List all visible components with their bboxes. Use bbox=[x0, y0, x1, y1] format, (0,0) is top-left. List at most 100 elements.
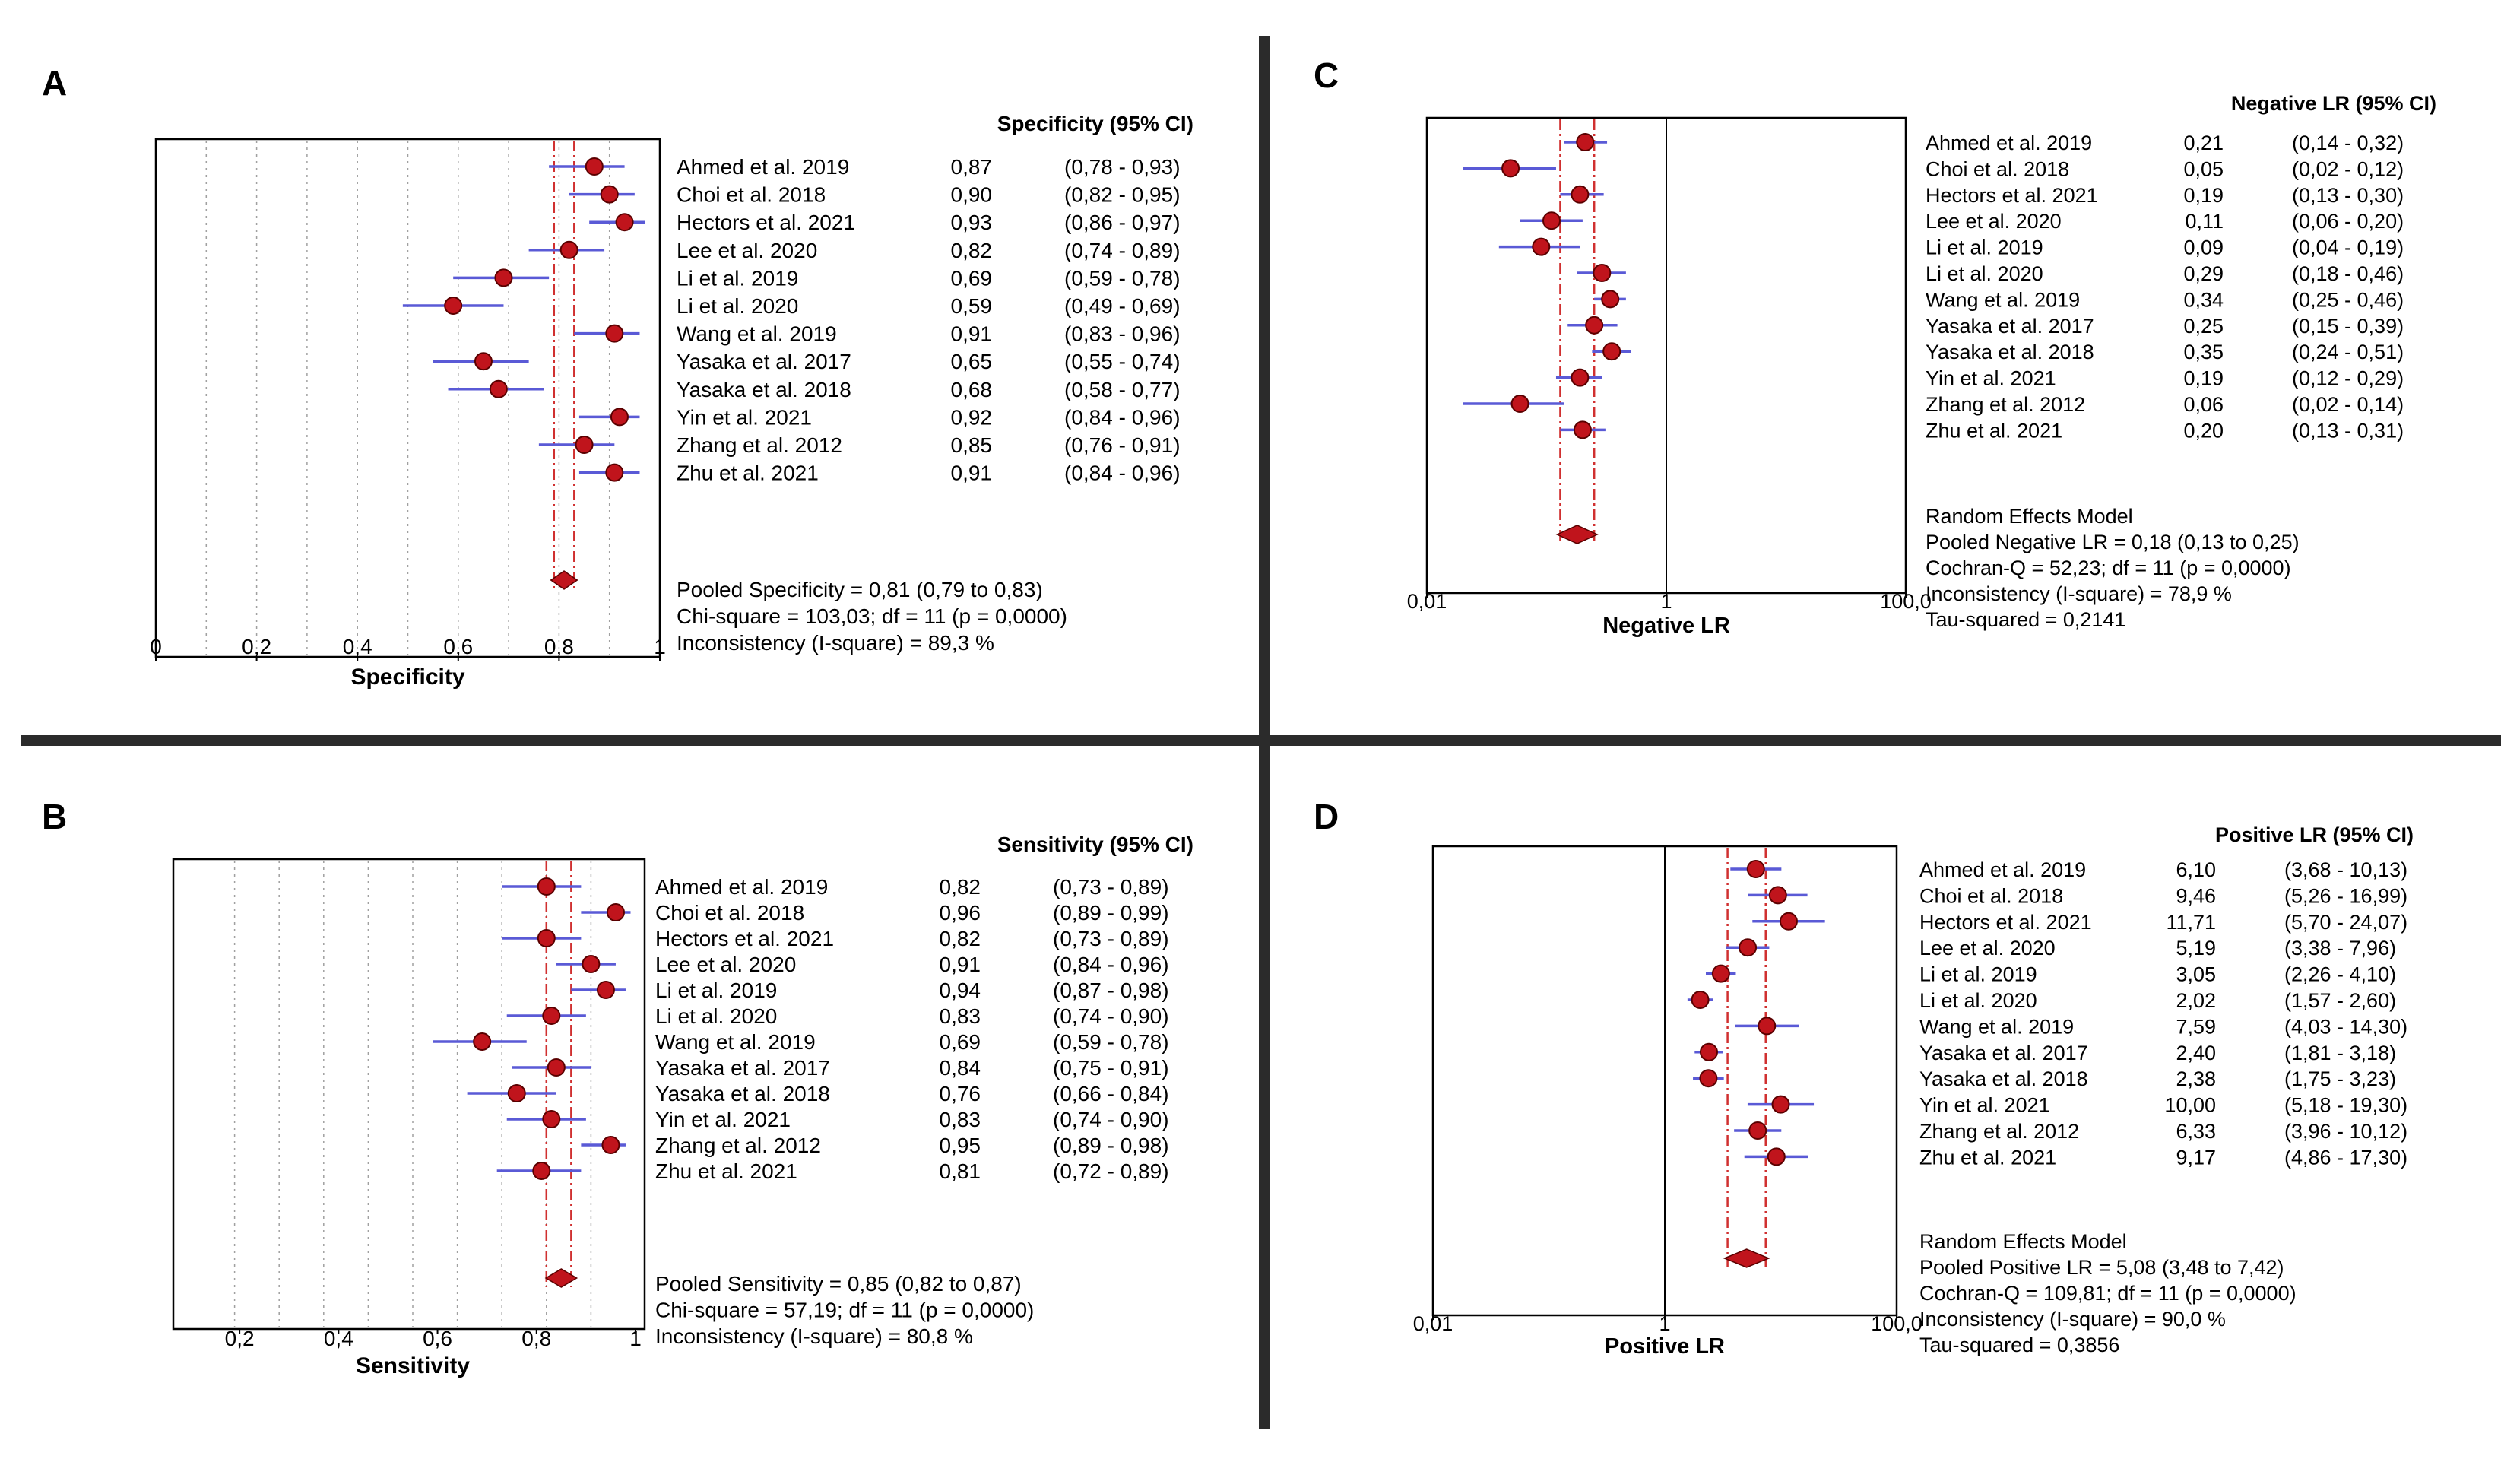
estimate-point bbox=[542, 1007, 561, 1025]
summary-line: Pooled Specificity = 0,81 (0,79 to 0,83) bbox=[677, 578, 1043, 601]
study-ci: (5,26 - 16,99) bbox=[2284, 884, 2407, 907]
study-ci: (0,74 - 0,89) bbox=[1064, 239, 1181, 262]
study-label: Zhu et al. 2021 bbox=[655, 1159, 797, 1183]
estimate-point bbox=[1501, 159, 1520, 178]
study-label: Wang et al. 2019 bbox=[1919, 1015, 2074, 1038]
study-ci: (0,75 - 0,91) bbox=[1053, 1056, 1169, 1080]
estimate-point bbox=[559, 240, 578, 259]
estimate-point bbox=[1767, 1147, 1786, 1166]
tick-label: 0,8 bbox=[544, 635, 574, 658]
study-label: Hectors et al. 2021 bbox=[655, 927, 834, 950]
study-label: Zhang et al. 2012 bbox=[655, 1134, 821, 1157]
study-ci: (0,13 - 0,31) bbox=[2292, 419, 2404, 442]
study-label: Choi et al. 2018 bbox=[655, 901, 804, 925]
estimate-point bbox=[1699, 1069, 1718, 1088]
tick-label: 0,4 bbox=[324, 1327, 353, 1350]
study-value: 0,96 bbox=[940, 901, 981, 925]
study-ci: (1,57 - 2,60) bbox=[2284, 989, 2396, 1012]
study-label: Yasaka et al. 2017 bbox=[1926, 315, 2094, 338]
estimate-point bbox=[1532, 237, 1551, 256]
summary-line: Random Effects Model bbox=[1926, 505, 2133, 528]
tick-label: 1 bbox=[654, 635, 666, 658]
study-value: 0,05 bbox=[2183, 157, 2224, 180]
summary-line: Inconsistency (I-square) = 80,8 % bbox=[655, 1324, 973, 1348]
estimate-point bbox=[1699, 1042, 1718, 1061]
study-value: 0,83 bbox=[940, 1004, 981, 1028]
study-value: 0,85 bbox=[951, 433, 993, 457]
study-value: 5,19 bbox=[2176, 937, 2216, 959]
study-ci: (3,68 - 10,13) bbox=[2284, 858, 2407, 881]
estimate-point bbox=[600, 185, 619, 204]
pooled-diamond bbox=[550, 570, 578, 590]
study-ci: (0,84 - 0,96) bbox=[1053, 953, 1169, 976]
study-label: Li et al. 2020 bbox=[655, 1004, 777, 1028]
study-label: Wang et al. 2019 bbox=[1926, 288, 2080, 311]
study-label: Yasaka et al. 2018 bbox=[655, 1082, 830, 1105]
summary-line: Pooled Sensitivity = 0,85 (0,82 to 0,87) bbox=[655, 1272, 1022, 1296]
tick-label: 0,6 bbox=[423, 1327, 452, 1350]
estimate-point bbox=[1542, 211, 1561, 230]
estimate-point bbox=[1739, 938, 1758, 957]
study-value: 0,87 bbox=[951, 155, 993, 179]
study-label: Yasaka et al. 2018 bbox=[1926, 341, 2094, 363]
study-ci: (4,86 - 17,30) bbox=[2284, 1146, 2407, 1169]
study-value: 0,90 bbox=[951, 183, 993, 207]
study-ci: (0,18 - 0,46) bbox=[2292, 262, 2404, 285]
study-value: 2,40 bbox=[2176, 1042, 2216, 1064]
study-label: Lee et al. 2020 bbox=[1919, 937, 2056, 959]
summary-line: Chi-square = 57,19; df = 11 (p = 0,0000) bbox=[655, 1299, 1034, 1322]
panel-letter: D bbox=[1314, 797, 1339, 836]
study-value: 0,84 bbox=[940, 1056, 981, 1080]
estimate-point bbox=[537, 877, 556, 896]
estimate-point bbox=[606, 903, 625, 921]
study-ci: (2,26 - 4,10) bbox=[2284, 963, 2396, 986]
study-ci: (0,55 - 0,74) bbox=[1064, 350, 1181, 373]
study-label: Li et al. 2020 bbox=[1919, 989, 2037, 1012]
summary-line: Chi-square = 103,03; df = 11 (p = 0,0000… bbox=[677, 604, 1067, 628]
study-value: 0,93 bbox=[951, 211, 993, 234]
axis-label: Sensitivity bbox=[356, 1353, 470, 1378]
study-value: 3,05 bbox=[2176, 963, 2216, 986]
study-ci: (3,96 - 10,12) bbox=[2284, 1120, 2407, 1143]
study-value: 6,33 bbox=[2176, 1120, 2216, 1143]
estimate-point bbox=[1601, 290, 1620, 309]
study-ci: (0,84 - 0,96) bbox=[1064, 405, 1181, 429]
study-ci: (0,58 - 0,77) bbox=[1064, 378, 1181, 401]
study-label: Ahmed et al. 2019 bbox=[655, 875, 828, 899]
study-label: Li et al. 2019 bbox=[1926, 236, 2043, 259]
study-label: Yin et al. 2021 bbox=[1919, 1094, 2050, 1117]
tick-label: 0,01 bbox=[1407, 590, 1447, 613]
estimate-point bbox=[615, 213, 634, 232]
study-label: Lee et al. 2020 bbox=[1926, 210, 2062, 233]
study-value: 0,19 bbox=[2183, 184, 2224, 207]
axis-label: Negative LR bbox=[1602, 614, 1730, 638]
study-ci: (0,02 - 0,12) bbox=[2292, 157, 2404, 180]
study-ci: (0,89 - 0,98) bbox=[1053, 1134, 1169, 1157]
estimate-point bbox=[596, 981, 615, 999]
study-label: Choi et al. 2018 bbox=[1919, 884, 2063, 907]
study-value: 0,94 bbox=[940, 978, 981, 1002]
study-value: 2,38 bbox=[2176, 1067, 2216, 1090]
study-ci: (1,75 - 3,23) bbox=[2284, 1067, 2396, 1090]
study-label: Yasaka et al. 2018 bbox=[1919, 1067, 2088, 1090]
study-ci: (4,03 - 14,30) bbox=[2284, 1015, 2407, 1038]
study-value: 0,91 bbox=[951, 461, 993, 485]
study-value: 0,25 bbox=[2183, 315, 2224, 338]
study-ci: (0,76 - 0,91) bbox=[1064, 433, 1181, 457]
estimate-point bbox=[605, 463, 624, 482]
axis-label: Specificity bbox=[350, 664, 464, 690]
estimate-point bbox=[601, 1136, 620, 1154]
study-label: Zhang et al. 2012 bbox=[1926, 393, 2085, 416]
plot-frame bbox=[154, 138, 661, 658]
estimate-point bbox=[1576, 133, 1595, 151]
study-ci: (0,86 - 0,97) bbox=[1064, 211, 1181, 234]
study-value: 2,02 bbox=[2176, 989, 2216, 1012]
study-ci: (0,14 - 0,32) bbox=[2292, 132, 2404, 154]
tick-label: 0,01 bbox=[1413, 1312, 1453, 1335]
tick-label: 1 bbox=[1659, 1312, 1670, 1335]
study-ci: (0,74 - 0,90) bbox=[1053, 1108, 1169, 1131]
tick-label: 100,0 bbox=[1880, 590, 1932, 613]
summary-line: Tau-squared = 0,3856 bbox=[1919, 1334, 2119, 1356]
study-value: 11,71 bbox=[2166, 911, 2216, 934]
summary-line: Inconsistency (I-square) = 78,9 % bbox=[1926, 582, 2232, 605]
